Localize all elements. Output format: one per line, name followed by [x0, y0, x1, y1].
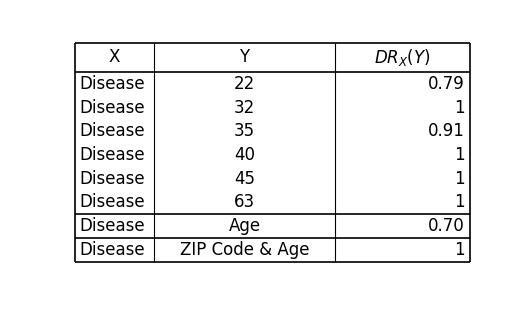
Text: 32: 32 — [234, 99, 255, 117]
Text: 1: 1 — [454, 241, 465, 259]
Text: 22: 22 — [234, 75, 255, 93]
Text: Age: Age — [228, 217, 261, 235]
Text: 40: 40 — [234, 146, 255, 164]
Text: Disease: Disease — [80, 241, 145, 259]
Text: 35: 35 — [234, 122, 255, 140]
Text: Disease: Disease — [80, 170, 145, 188]
Text: ZIP Code & Age: ZIP Code & Age — [179, 241, 309, 259]
Text: 1: 1 — [454, 193, 465, 211]
Text: Disease: Disease — [80, 217, 145, 235]
Text: 63: 63 — [234, 193, 255, 211]
Text: 0.70: 0.70 — [428, 217, 465, 235]
Text: 1: 1 — [454, 99, 465, 117]
Text: 0.79: 0.79 — [428, 75, 465, 93]
Text: Disease: Disease — [80, 146, 145, 164]
Text: Disease: Disease — [80, 99, 145, 117]
Text: $\mathit{DR}_X(Y)$: $\mathit{DR}_X(Y)$ — [374, 47, 431, 68]
Text: Disease: Disease — [80, 122, 145, 140]
Text: 45: 45 — [234, 170, 255, 188]
Text: Y: Y — [239, 48, 250, 66]
Text: 1: 1 — [454, 146, 465, 164]
Text: 1: 1 — [454, 170, 465, 188]
Text: Disease: Disease — [80, 75, 145, 93]
Text: Disease: Disease — [80, 193, 145, 211]
Text: 0.91: 0.91 — [428, 122, 465, 140]
Text: X: X — [108, 48, 120, 66]
